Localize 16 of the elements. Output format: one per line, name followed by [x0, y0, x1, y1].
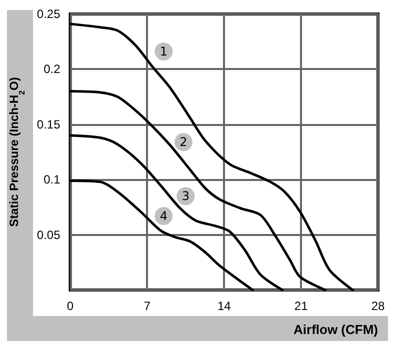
annotation: 1	[160, 44, 168, 59]
y-tick-label: 0.1	[44, 172, 61, 187]
x-tick-label: 28	[371, 299, 385, 313]
x-tick-label: 21	[294, 299, 308, 313]
y-tick-label: 0.2	[44, 62, 61, 76]
x-tick-label: 0	[66, 299, 74, 313]
y-tick-label: 0.25	[36, 7, 61, 21]
x-axis-title: Airflow (CFM)	[294, 322, 378, 337]
x-tick-label: 14	[217, 299, 232, 313]
y-tick-label: 0.05	[36, 228, 61, 242]
y-tick-label: 0.15	[36, 117, 61, 132]
annotation: 4	[160, 209, 168, 224]
x-tick-label: 7	[144, 299, 151, 313]
annotation: 2	[180, 135, 188, 150]
y-axis-title: Static Pressure (Inch-H2O)	[7, 77, 26, 227]
annotation: 3	[182, 189, 190, 204]
